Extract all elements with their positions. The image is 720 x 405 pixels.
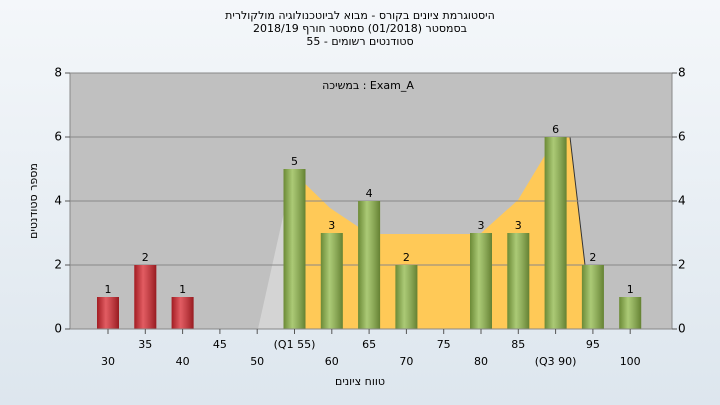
title-line: היסטוגרמת ציונים בקורס - מבוא לביוטכנולו…	[225, 9, 495, 22]
x-tick-label: 60	[325, 355, 339, 368]
x-tick-label: 85	[511, 338, 525, 351]
value-label: 2	[403, 251, 410, 264]
y-tick-label: 0	[54, 322, 62, 336]
bar-shade	[358, 201, 381, 329]
x-tick-label: 30	[101, 355, 115, 368]
y2-tick-label: 4	[678, 194, 686, 208]
bar-shade	[470, 233, 492, 329]
bar-shade	[134, 265, 157, 329]
title-line: סטודנטים רשומים - 55	[306, 35, 413, 48]
x-tick-label: (Q1 55)	[274, 338, 316, 351]
x-tick-label: 75	[437, 338, 451, 351]
value-label: 1	[179, 283, 186, 296]
x-tick-label: 40	[176, 355, 190, 368]
y-axis-label: מספר סטודנטים	[27, 163, 40, 239]
x-tick-label: 50	[250, 355, 264, 368]
bar-shade	[395, 265, 418, 329]
x-tick-label: 80	[474, 355, 488, 368]
y2-tick-label: 6	[678, 130, 686, 144]
bar-shade	[619, 297, 642, 329]
annotation: במשיכה : Exam_A	[322, 79, 414, 92]
bar-shade	[544, 137, 567, 329]
value-label: 1	[105, 283, 112, 296]
y-tick-label: 4	[54, 194, 62, 208]
x-tick-label: 95	[586, 338, 600, 351]
x-tick-label: 70	[399, 355, 413, 368]
bars: 1 2 1 5 3 4 2 3 3 6 2 1	[97, 123, 642, 329]
value-label: 3	[478, 219, 485, 232]
y2-tick-label: 0	[678, 322, 686, 336]
bar-shade	[581, 265, 604, 329]
value-label: 1	[627, 283, 634, 296]
value-label: 4	[366, 187, 373, 200]
y-tick-label: 2	[54, 258, 62, 272]
value-label: 3	[515, 219, 522, 232]
bar-shade	[171, 297, 194, 329]
x-tick-label: 35	[138, 338, 152, 351]
y-tick-label: 8	[54, 66, 62, 80]
value-label: 2	[589, 251, 596, 264]
bar-shade	[320, 233, 343, 329]
x-tick-label: 100	[620, 355, 641, 368]
x-tick-label: (Q3 90)	[535, 355, 577, 368]
bar-shade	[283, 169, 306, 329]
y2-tick-label: 8	[678, 66, 686, 80]
bar-shade	[97, 297, 119, 329]
title-line: בסמסטר (01/2018) סמסטר חורף 2018/19	[253, 22, 467, 35]
y-tick-label: 6	[54, 130, 62, 144]
value-label: 5	[291, 155, 298, 168]
value-label: 3	[328, 219, 335, 232]
x-axis-label: טווח ציונים	[335, 375, 385, 388]
x-tick-label: 65	[362, 338, 376, 351]
value-label: 2	[142, 251, 149, 264]
value-label: 6	[552, 123, 559, 136]
y2-tick-label: 2	[678, 258, 686, 272]
bar-shade	[507, 233, 530, 329]
x-tick-label: 45	[213, 338, 227, 351]
